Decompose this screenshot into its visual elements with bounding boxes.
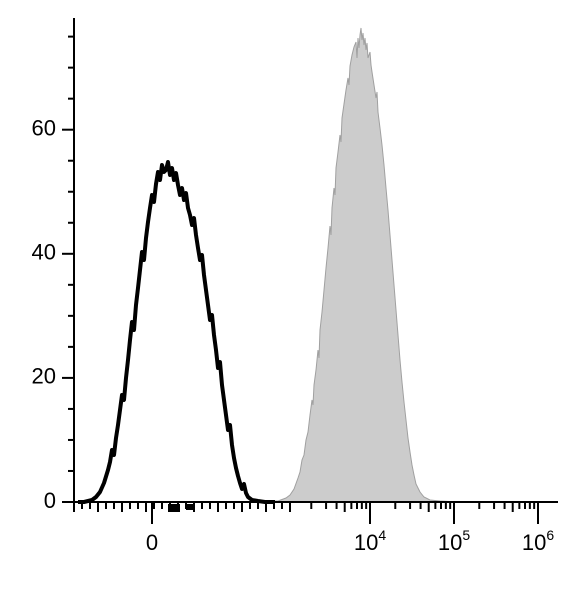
axis-marker: [186, 504, 194, 510]
flow-cytometry-chart: 02040600104105106: [0, 0, 573, 590]
x-tick-label: 0: [146, 530, 158, 555]
y-tick-label: 20: [32, 364, 56, 389]
axis-marker: [168, 504, 180, 512]
y-tick-label: 60: [32, 116, 56, 141]
chart-svg: 02040600104105106: [0, 0, 573, 590]
y-tick-label: 40: [32, 240, 56, 265]
y-tick-label: 0: [44, 488, 56, 513]
